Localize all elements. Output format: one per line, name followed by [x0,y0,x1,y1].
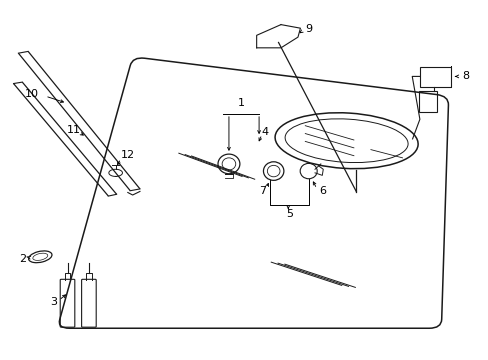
Text: 1: 1 [237,98,244,108]
Text: 4: 4 [261,127,268,137]
Text: 7: 7 [259,186,266,196]
Text: 6: 6 [318,186,325,197]
Text: 2: 2 [19,253,26,264]
Text: 10: 10 [25,89,39,99]
Text: 3: 3 [50,297,57,307]
Text: 8: 8 [461,71,468,81]
Text: 11: 11 [66,125,80,135]
Text: 9: 9 [305,23,312,33]
Text: 5: 5 [285,209,292,219]
Text: 12: 12 [121,150,135,160]
